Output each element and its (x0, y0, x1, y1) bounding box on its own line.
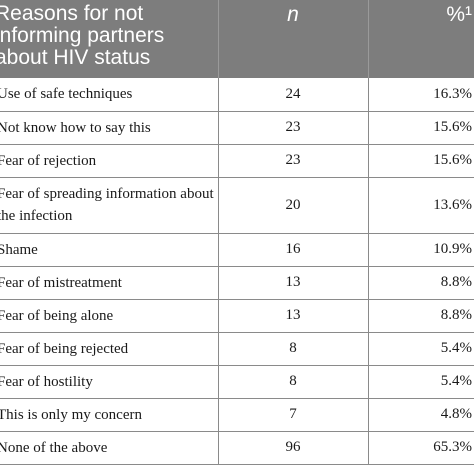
table-row: Use of safe techniques 24 16.3% (0, 78, 474, 112)
reason-cell: Fear of rejection (0, 144, 218, 178)
header-reason-label: Reasons for not informing partners about… (0, 2, 165, 69)
table-row: Fear of being rejected 8 5.4% (0, 332, 474, 366)
reason-text: Fear of spreading information about the … (0, 186, 214, 224)
percent-cell: 5.4% (367, 332, 474, 366)
reason-text: Fear of being alone (0, 307, 114, 324)
reason-cell: Fear of spreading information about the … (0, 177, 218, 234)
percent-cell: 13.6% (367, 177, 474, 234)
header-percent: %¹ (367, 0, 474, 78)
reason-text: Use of safe techniques (0, 86, 133, 103)
header-reason: Reasons for not informing partners about… (0, 0, 218, 78)
count-cell: 96 (217, 431, 368, 465)
reason-text: Fear of hostility (0, 373, 93, 390)
reason-cell: Fear of being alone (0, 299, 218, 333)
table-row: Fear of being alone 13 8.8% (0, 299, 474, 333)
count-cell: 7 (217, 398, 368, 432)
header-n: n (217, 0, 368, 78)
reason-cell: Fear of hostility (0, 365, 218, 399)
reason-cell: Fear of mistreatment (0, 266, 218, 300)
reason-cell: This is only my concern (0, 398, 218, 432)
percent-cell: 16.3% (367, 78, 474, 112)
reason-cell: Fear of being rejected (0, 332, 218, 366)
reason-text: Fear of mistreatment (0, 274, 122, 291)
reason-cell: Use of safe techniques (0, 78, 218, 112)
count-cell: 20 (217, 177, 368, 234)
percent-cell: 8.8% (367, 266, 474, 300)
reason-text: Fear of rejection (0, 152, 97, 169)
count-cell: 8 (217, 332, 368, 366)
count-cell: 13 (217, 299, 368, 333)
count-cell: 16 (217, 233, 368, 267)
count-cell: 24 (217, 78, 368, 112)
reason-cell: Shame (0, 233, 218, 267)
reason-text: Shame (0, 241, 38, 258)
percent-cell: 10.9% (367, 233, 474, 267)
count-cell: 23 (217, 111, 368, 145)
table-row: Not know how to say this 23 15.6% (0, 111, 474, 145)
count-cell: 13 (217, 266, 368, 300)
table-header: Reasons for not informing partners about… (0, 0, 474, 78)
count-cell: 8 (217, 365, 368, 399)
percent-cell: 8.8% (367, 299, 474, 333)
percent-cell: 15.6% (367, 111, 474, 145)
count-cell: 23 (217, 144, 368, 178)
reason-text: Fear of being rejected (0, 340, 129, 357)
reason-text: None of the above (0, 439, 108, 456)
table-row: Fear of hostility 8 5.4% (0, 365, 474, 399)
table-body: Use of safe techniques 24 16.3% Not know… (0, 78, 474, 465)
percent-cell: 65.3% (367, 431, 474, 465)
table-row: Fear of rejection 23 15.6% (0, 144, 474, 178)
percent-cell: 15.6% (367, 144, 474, 178)
table-row: Shame 16 10.9% (0, 233, 474, 267)
table-row: Fear of spreading information about the … (0, 177, 474, 234)
reason-text: This is only my concern (0, 406, 142, 423)
percent-cell: 5.4% (367, 365, 474, 399)
reason-text: Not know how to say this (0, 119, 151, 136)
percent-cell: 4.8% (367, 398, 474, 432)
table-row: Fear of mistreatment 13 8.8% (0, 266, 474, 300)
table-row: This is only my concern 7 4.8% (0, 398, 474, 432)
table-row: None of the above 96 65.3% (0, 431, 474, 465)
reason-cell: Not know how to say this (0, 111, 218, 145)
reason-cell: None of the above (0, 431, 218, 465)
